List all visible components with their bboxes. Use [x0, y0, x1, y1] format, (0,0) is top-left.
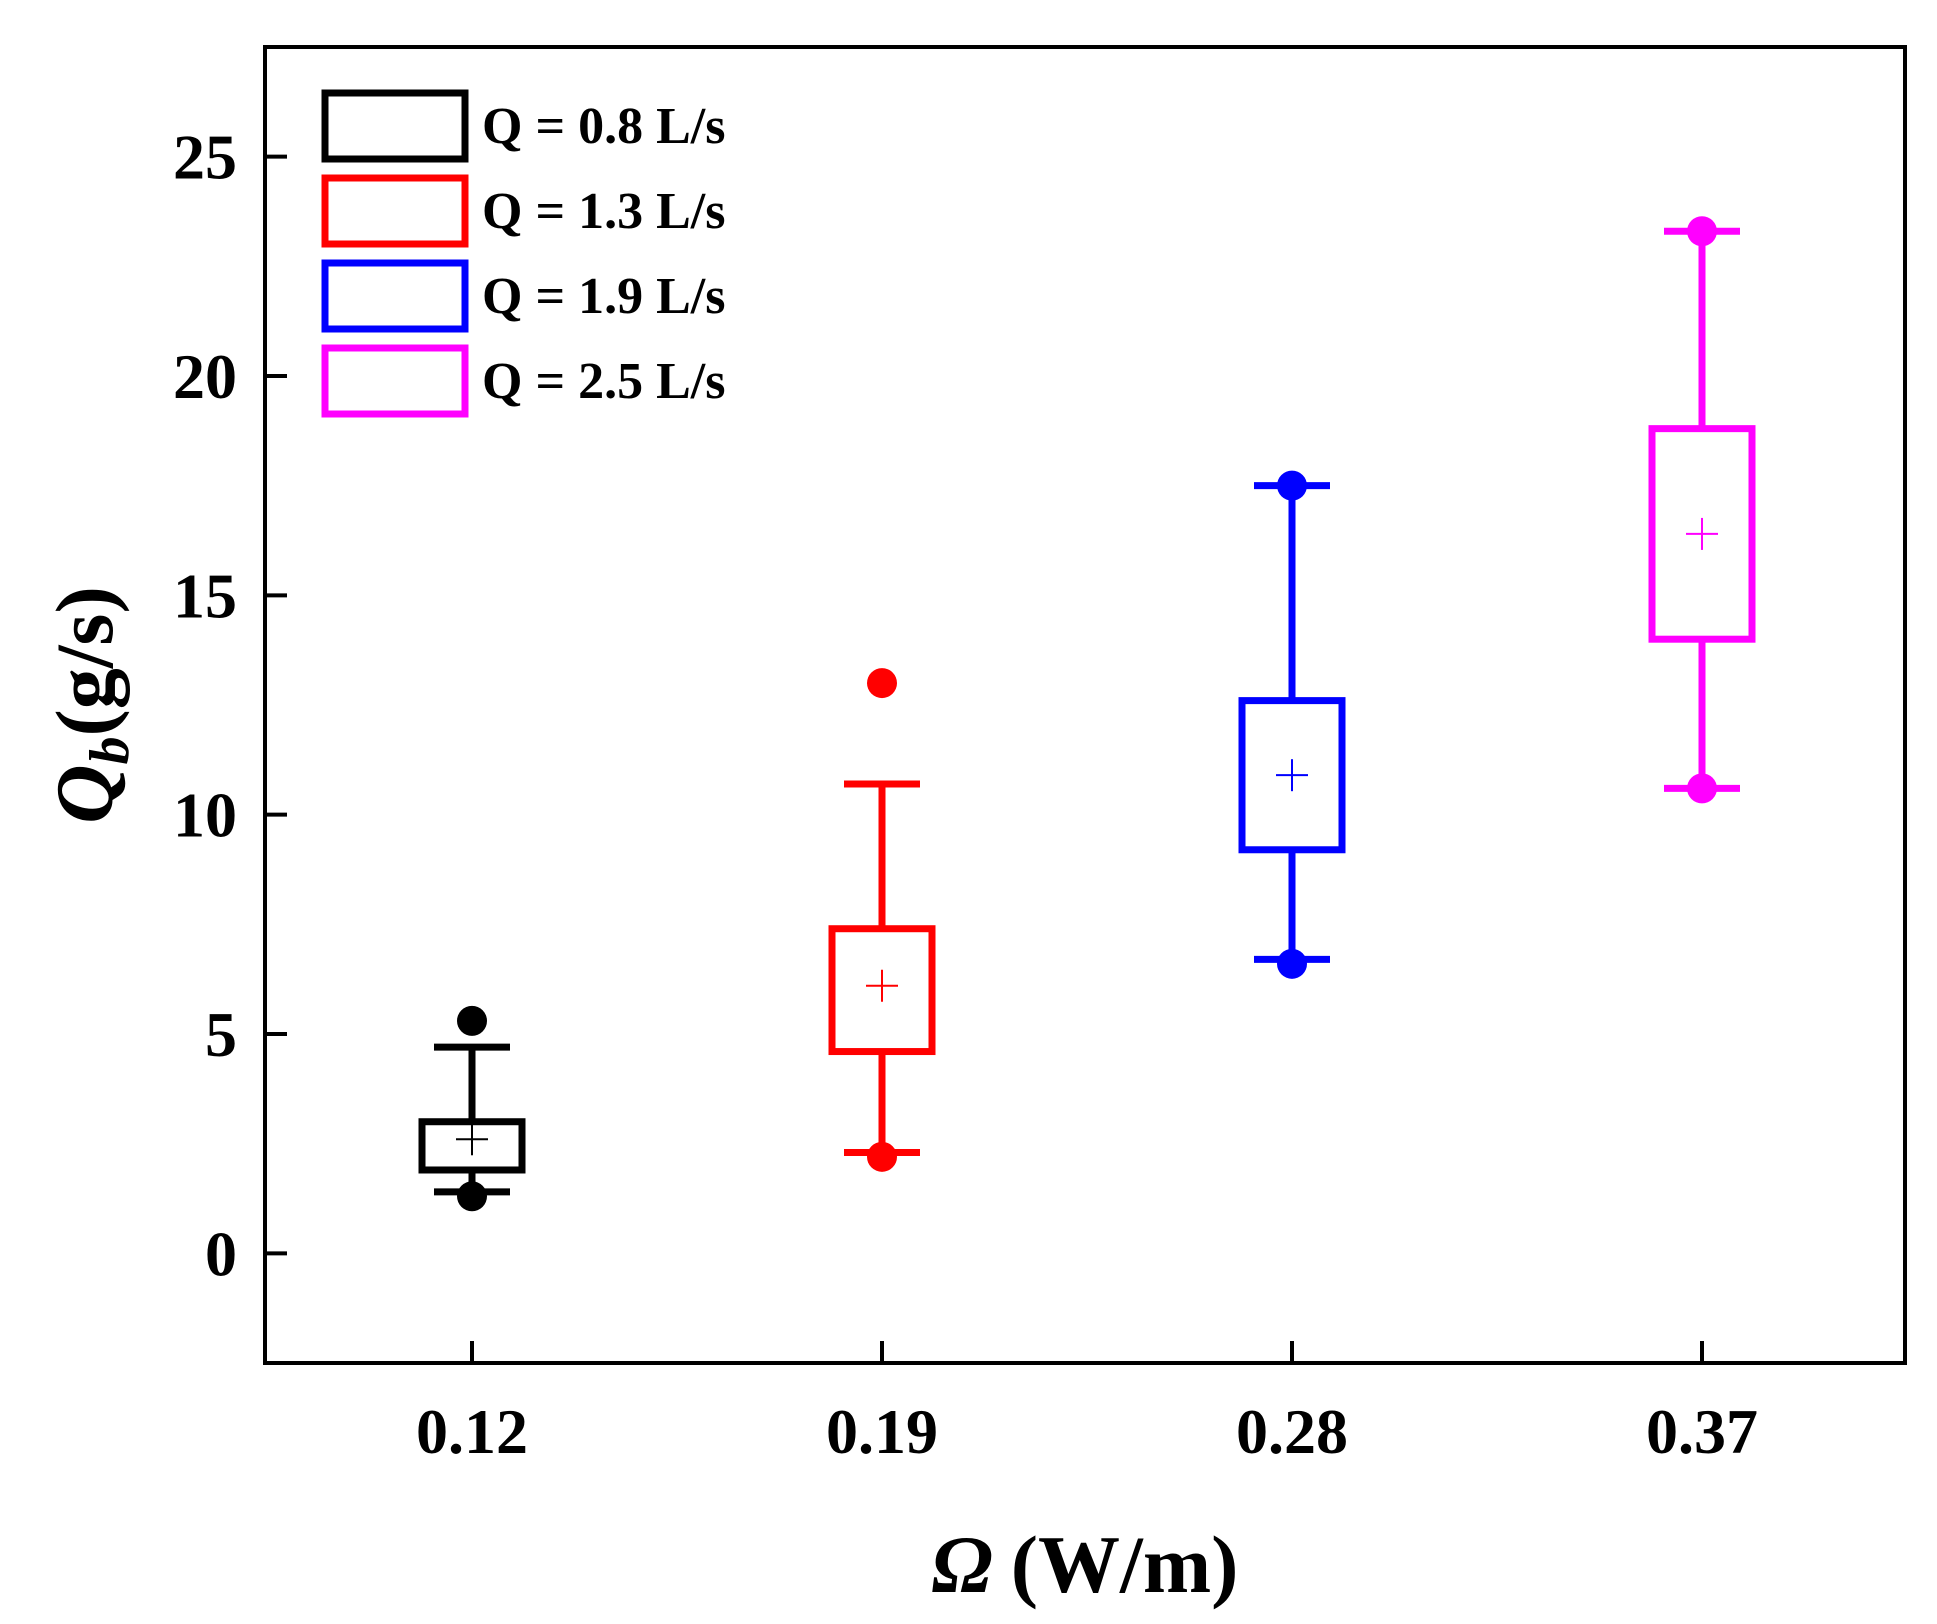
legend-swatch: [321, 89, 469, 163]
x-tick-label: 0.28: [1236, 1396, 1348, 1467]
y-tick-label: 5: [205, 999, 237, 1070]
outlier-point: [457, 1005, 487, 1036]
y-tick-label: 0: [205, 1218, 237, 1289]
x-axis-symbol: Ω: [932, 1519, 993, 1610]
outlier-point: [867, 668, 897, 699]
outlier-point: [1277, 470, 1307, 501]
legend-label: Q = 2.5 L/s: [482, 353, 725, 410]
legend-swatch: [321, 344, 469, 418]
legend-swatch: [321, 174, 469, 248]
box-group: [828, 668, 936, 1172]
legend-swatch: [321, 259, 469, 333]
x-axis-unit: (W/m): [1011, 1519, 1239, 1610]
y-tick-label: 15: [173, 560, 237, 631]
x-axis-ticks: 0.12 0.19 0.28 0.37: [416, 1341, 1758, 1467]
plot-frame: [263, 45, 1907, 1365]
outlier-point: [457, 1181, 487, 1212]
legend: Q = 0.8 L/s Q = 1.3 L/s Q = 1.9 L/s Q = 2.5…: [321, 89, 725, 418]
y-axis-unit: (g/s): [39, 586, 130, 736]
outlier-point: [1687, 773, 1717, 804]
legend-label: Q = 0.8 L/s: [482, 98, 725, 155]
box-group: [1648, 216, 1756, 804]
x-axis-title: Ω (W/m): [932, 1519, 1239, 1610]
legend-label: Q = 1.3 L/s: [482, 183, 725, 240]
box-body: [1648, 425, 1756, 643]
x-tick-label: 0.19: [826, 1396, 938, 1467]
box-group: [418, 1005, 526, 1212]
legend-label: Q = 1.9 L/s: [482, 268, 725, 325]
box-body: [1238, 697, 1346, 854]
y-tick-label: 25: [173, 122, 237, 193]
y-axis-title: Qb(g/s): [39, 586, 141, 824]
y-axis-ticks: 0 5 10 15 20 25: [173, 122, 287, 1289]
box-series: [418, 216, 1756, 1212]
outlier-point: [1277, 948, 1307, 979]
box-group: [1238, 470, 1346, 979]
y-tick-label: 10: [173, 780, 237, 851]
y-tick-label: 20: [173, 341, 237, 412]
outlier-point: [867, 1141, 897, 1172]
x-tick-label: 0.37: [1646, 1396, 1758, 1467]
outlier-point: [1687, 216, 1717, 247]
x-tick-label: 0.12: [416, 1396, 528, 1467]
y-axis-subscript: b: [79, 737, 141, 765]
y-axis-symbol: Q: [39, 765, 130, 824]
